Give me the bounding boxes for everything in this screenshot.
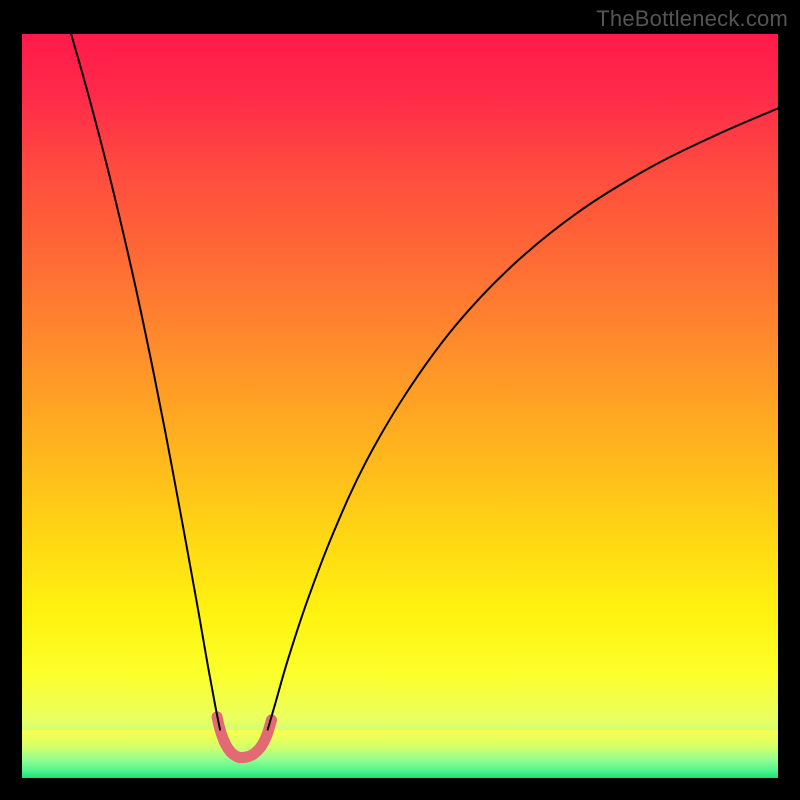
watermark-text: TheBottleneck.com bbox=[596, 6, 788, 32]
chart-container: { "watermark": { "text": "TheBottleneck.… bbox=[0, 0, 800, 800]
curve-layer bbox=[22, 34, 778, 778]
plot-area bbox=[22, 34, 778, 778]
